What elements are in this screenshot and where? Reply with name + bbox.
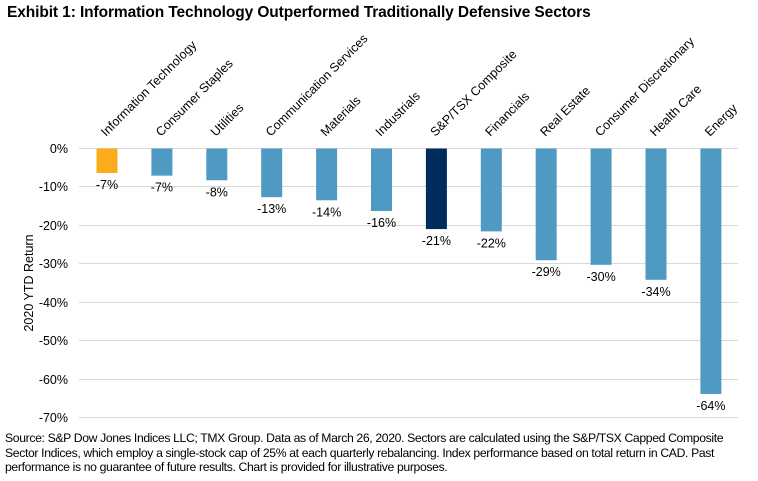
y-tick-label: -70% [39, 411, 68, 425]
bar [151, 148, 173, 176]
category-label: Information Technology [98, 37, 200, 139]
y-axis-tick-labels: 0% -10% -20% -30% -40% -50% -60% -70% [39, 142, 68, 425]
y-axis-label: 2020 YTD Return [22, 234, 36, 331]
data-labels: -7% -7% -8% -13% -14% -16% -21% -22% -29% -30% -34… [96, 178, 726, 413]
category-label: Communication Services [263, 31, 371, 139]
data-label: -22% [477, 236, 506, 250]
bar [261, 148, 283, 198]
category-label: Industrials [373, 89, 423, 139]
gridlines [79, 148, 738, 418]
data-label: -7% [151, 181, 173, 195]
data-label: -21% [422, 234, 451, 248]
y-tick-label: -10% [39, 180, 68, 194]
bar [480, 148, 502, 232]
chart-title: Exhibit 1: Information Technology Outper… [7, 4, 591, 21]
bar [535, 148, 557, 261]
bar [645, 148, 667, 280]
data-label: -8% [206, 185, 228, 199]
data-label: -34% [641, 285, 670, 299]
category-label: Health Care [647, 82, 704, 139]
bar [96, 148, 118, 173]
category-label: Consumer Discretionary [592, 34, 697, 139]
bars [96, 148, 722, 394]
category-label: Financials [483, 89, 533, 139]
data-label: -30% [587, 270, 616, 284]
category-label: Real Estate [537, 83, 593, 139]
y-tick-label: -40% [39, 296, 68, 310]
bar [425, 148, 447, 230]
y-tick-label: 0% [50, 142, 68, 156]
category-label: Utilities [208, 101, 246, 139]
data-label: -13% [257, 202, 286, 216]
data-label: -64% [696, 399, 725, 413]
data-label: -16% [367, 216, 396, 230]
data-label: -14% [312, 205, 341, 219]
y-tick-label: -30% [39, 257, 68, 271]
y-tick-label: -60% [39, 373, 68, 387]
footnote: Source: S&P Dow Jones Indices LLC; TMX G… [5, 431, 724, 474]
bar [371, 148, 392, 212]
bar [316, 148, 338, 201]
y-tick-label: -20% [39, 219, 68, 233]
y-tick-label: -50% [39, 334, 68, 348]
data-label: -7% [96, 178, 118, 192]
bar-chart: 0% -10% -20% -30% -40% -50% -60% -70% 2020 YTD … [22, 31, 741, 425]
category-label: Materials [318, 93, 364, 139]
bar [700, 148, 722, 394]
bar [206, 148, 228, 181]
category-label: Energy [702, 101, 740, 139]
bar [590, 148, 612, 265]
data-label: -29% [532, 265, 561, 279]
